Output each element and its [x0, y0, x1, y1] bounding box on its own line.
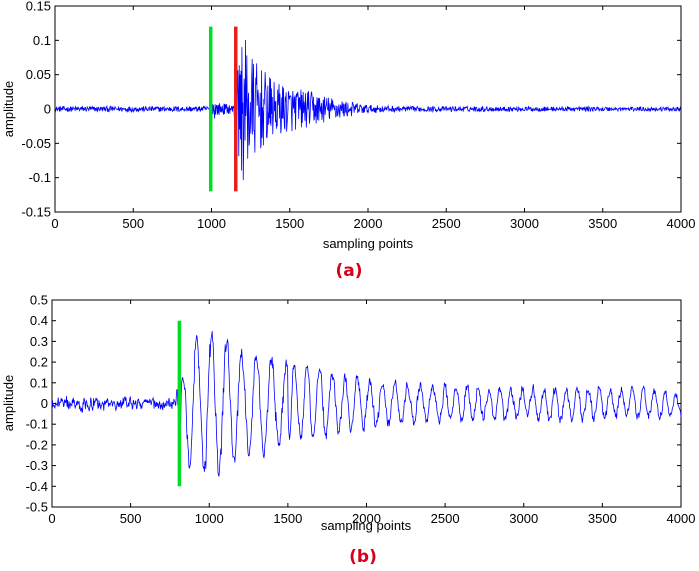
- x-axis-label-b: sampling points: [321, 518, 412, 533]
- y-tick-label: -0.1: [26, 417, 48, 432]
- x-tick-label: 500: [120, 511, 142, 526]
- y-tick-label: 0: [41, 396, 48, 411]
- y-tick-label: -0.5: [26, 500, 48, 515]
- y-tick-label: 0.5: [30, 293, 48, 308]
- x-tick-label: 2000: [352, 511, 381, 526]
- chart-a: 0 500 1000 1500 2000 2500 3000 3500 4000 -0.15 -0.…: [1, 0, 695, 281]
- y-tick-label: -0.4: [26, 479, 48, 494]
- x-tick-label: 0: [51, 216, 58, 231]
- y-tick-label: 0.2: [30, 355, 48, 370]
- x-tick-label: 2500: [431, 511, 460, 526]
- x-tick-label: 500: [122, 216, 144, 231]
- y-tick-label: 0: [44, 102, 51, 117]
- x-tick-label: 3000: [509, 511, 538, 526]
- x-tick-label: 2500: [432, 216, 461, 231]
- x-tick-label: 1500: [273, 511, 302, 526]
- y-axis-label-a: amplitude: [1, 81, 16, 137]
- x-tick-label: 1500: [275, 216, 304, 231]
- caption-b: (b): [349, 547, 377, 567]
- y-tick-label: -0.05: [21, 136, 51, 151]
- y-tick-label: -0.15: [21, 205, 51, 220]
- y-tick-label: 0.3: [30, 334, 48, 349]
- markers-a: [208, 26, 238, 192]
- y-tick-label: -0.2: [26, 437, 48, 452]
- x-tick-label: 1000: [197, 216, 226, 231]
- x-axis-label-a: sampling points: [323, 236, 414, 251]
- x-tick-label: 1000: [195, 511, 224, 526]
- signal-line-a: [54, 39, 682, 180]
- y-tick-label: 0.1: [30, 375, 48, 390]
- ticks-a: 0 500 1000 1500 2000 2500 3000 3500 4000 -0.15 -0.…: [21, 0, 695, 231]
- x-tick-label: 3500: [588, 511, 617, 526]
- chart-b: 0 500 1000 1500 2000 2500 3000 3500 4000 -0.5 -0.4…: [1, 293, 695, 568]
- ticks-b: 0 500 1000 1500 2000 2500 3000 3500 4000 -0.5 -0.4…: [26, 293, 696, 527]
- y-tick-label: -0.3: [26, 458, 48, 473]
- y-tick-label: -0.1: [29, 170, 51, 185]
- x-tick-label: 4000: [667, 511, 696, 526]
- x-tick-label: 0: [48, 511, 55, 526]
- x-tick-label: 2000: [354, 216, 383, 231]
- y-tick-label: 0.15: [26, 0, 51, 14]
- y-axis-label-b: amplitude: [1, 375, 16, 431]
- x-tick-label: 3000: [510, 216, 539, 231]
- x-tick-label: 3500: [588, 216, 617, 231]
- y-tick-label: 0.4: [30, 313, 48, 328]
- signal-line-b: [51, 331, 682, 477]
- y-tick-label: 0.05: [26, 67, 51, 82]
- x-tick-label: 4000: [667, 216, 696, 231]
- caption-a: (a): [335, 261, 362, 281]
- y-tick-label: 0.1: [33, 33, 51, 48]
